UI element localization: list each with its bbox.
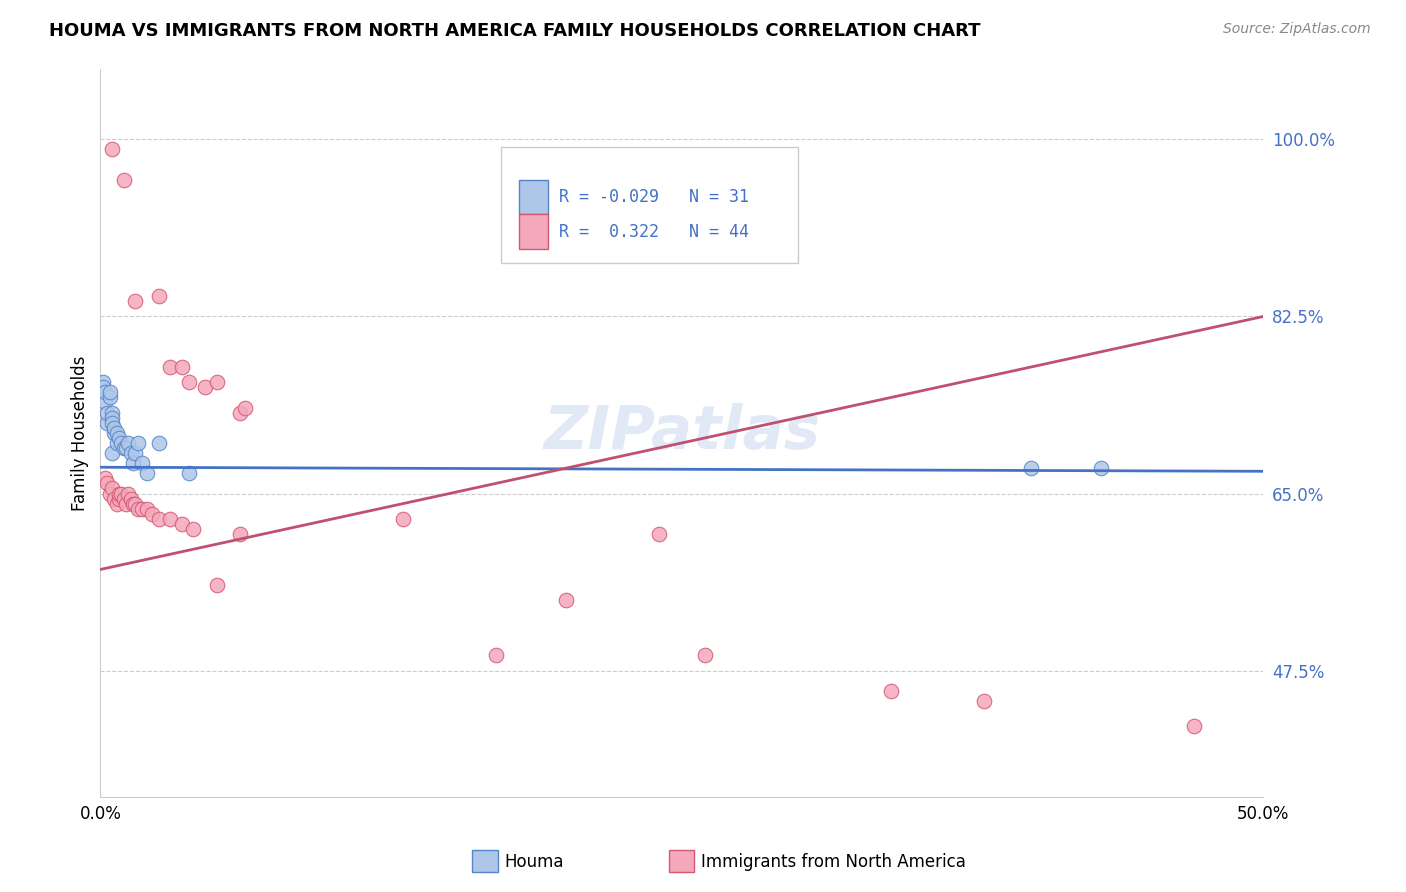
Point bbox=[94, 385, 117, 400]
Point bbox=[101, 410, 124, 425]
Text: HOUMA VS IMMIGRANTS FROM NORTH AMERICA FAMILY HOUSEHOLDS CORRELATION CHART: HOUMA VS IMMIGRANTS FROM NORTH AMERICA F… bbox=[49, 22, 981, 40]
Y-axis label: Family Households: Family Households bbox=[72, 355, 89, 510]
Point bbox=[112, 173, 135, 187]
Text: Source: ZipAtlas.com: Source: ZipAtlas.com bbox=[1223, 22, 1371, 37]
Point bbox=[159, 359, 181, 374]
Point bbox=[115, 497, 138, 511]
Point bbox=[98, 486, 121, 500]
Point bbox=[108, 486, 131, 500]
Point bbox=[183, 522, 205, 536]
Point bbox=[96, 416, 118, 430]
Point bbox=[233, 401, 256, 415]
Point bbox=[98, 385, 121, 400]
Point bbox=[1182, 719, 1205, 733]
Point bbox=[120, 491, 142, 506]
Point bbox=[170, 359, 193, 374]
Point bbox=[94, 471, 117, 485]
Point bbox=[115, 441, 138, 455]
Point bbox=[124, 294, 146, 309]
Point bbox=[973, 694, 995, 708]
Point bbox=[112, 441, 135, 455]
Point bbox=[1090, 461, 1112, 475]
Point bbox=[229, 406, 252, 420]
Point bbox=[101, 482, 124, 496]
Point bbox=[141, 507, 163, 521]
Point bbox=[117, 486, 139, 500]
Text: ZIPatlas: ZIPatlas bbox=[543, 403, 821, 462]
Point bbox=[177, 376, 200, 390]
Point bbox=[108, 431, 131, 445]
Point bbox=[647, 527, 669, 541]
Point bbox=[391, 512, 413, 526]
Point bbox=[101, 416, 124, 430]
Point bbox=[105, 436, 128, 450]
Text: R =  0.322   N = 44: R = 0.322 N = 44 bbox=[560, 222, 749, 241]
Point bbox=[120, 446, 142, 460]
Point bbox=[96, 476, 118, 491]
Point bbox=[124, 446, 146, 460]
Text: Houma: Houma bbox=[505, 853, 564, 871]
Point bbox=[112, 491, 135, 506]
Point bbox=[103, 491, 125, 506]
Point bbox=[135, 501, 157, 516]
Text: R = -0.029   N = 31: R = -0.029 N = 31 bbox=[560, 188, 749, 206]
Point bbox=[96, 406, 118, 420]
Point bbox=[880, 684, 903, 698]
Point bbox=[485, 648, 508, 663]
Point bbox=[131, 456, 153, 470]
Point bbox=[135, 467, 157, 481]
Point bbox=[110, 486, 132, 500]
Point bbox=[148, 512, 170, 526]
Point bbox=[91, 376, 114, 390]
Point bbox=[105, 497, 128, 511]
Point bbox=[91, 380, 114, 394]
Point bbox=[122, 497, 145, 511]
Text: Immigrants from North America: Immigrants from North America bbox=[702, 853, 966, 871]
Point bbox=[695, 648, 717, 663]
Point bbox=[1019, 461, 1042, 475]
Point bbox=[103, 421, 125, 435]
Point bbox=[148, 436, 170, 450]
Point bbox=[194, 380, 217, 394]
Point bbox=[127, 501, 149, 516]
Point bbox=[205, 577, 228, 591]
Point bbox=[101, 406, 124, 420]
Point bbox=[103, 425, 125, 440]
Point bbox=[122, 456, 145, 470]
Point bbox=[101, 446, 124, 460]
Point bbox=[229, 527, 252, 541]
Point bbox=[117, 436, 139, 450]
Point bbox=[94, 395, 117, 409]
Point bbox=[554, 592, 576, 607]
Point bbox=[148, 289, 170, 303]
Point bbox=[98, 391, 121, 405]
Point bbox=[177, 467, 200, 481]
Point bbox=[127, 436, 149, 450]
Point bbox=[131, 501, 153, 516]
Point bbox=[159, 512, 181, 526]
Point bbox=[110, 436, 132, 450]
Point bbox=[108, 491, 131, 506]
Point bbox=[205, 376, 228, 390]
Point bbox=[124, 497, 146, 511]
Point bbox=[170, 516, 193, 531]
Point bbox=[105, 425, 128, 440]
Point bbox=[101, 143, 124, 157]
